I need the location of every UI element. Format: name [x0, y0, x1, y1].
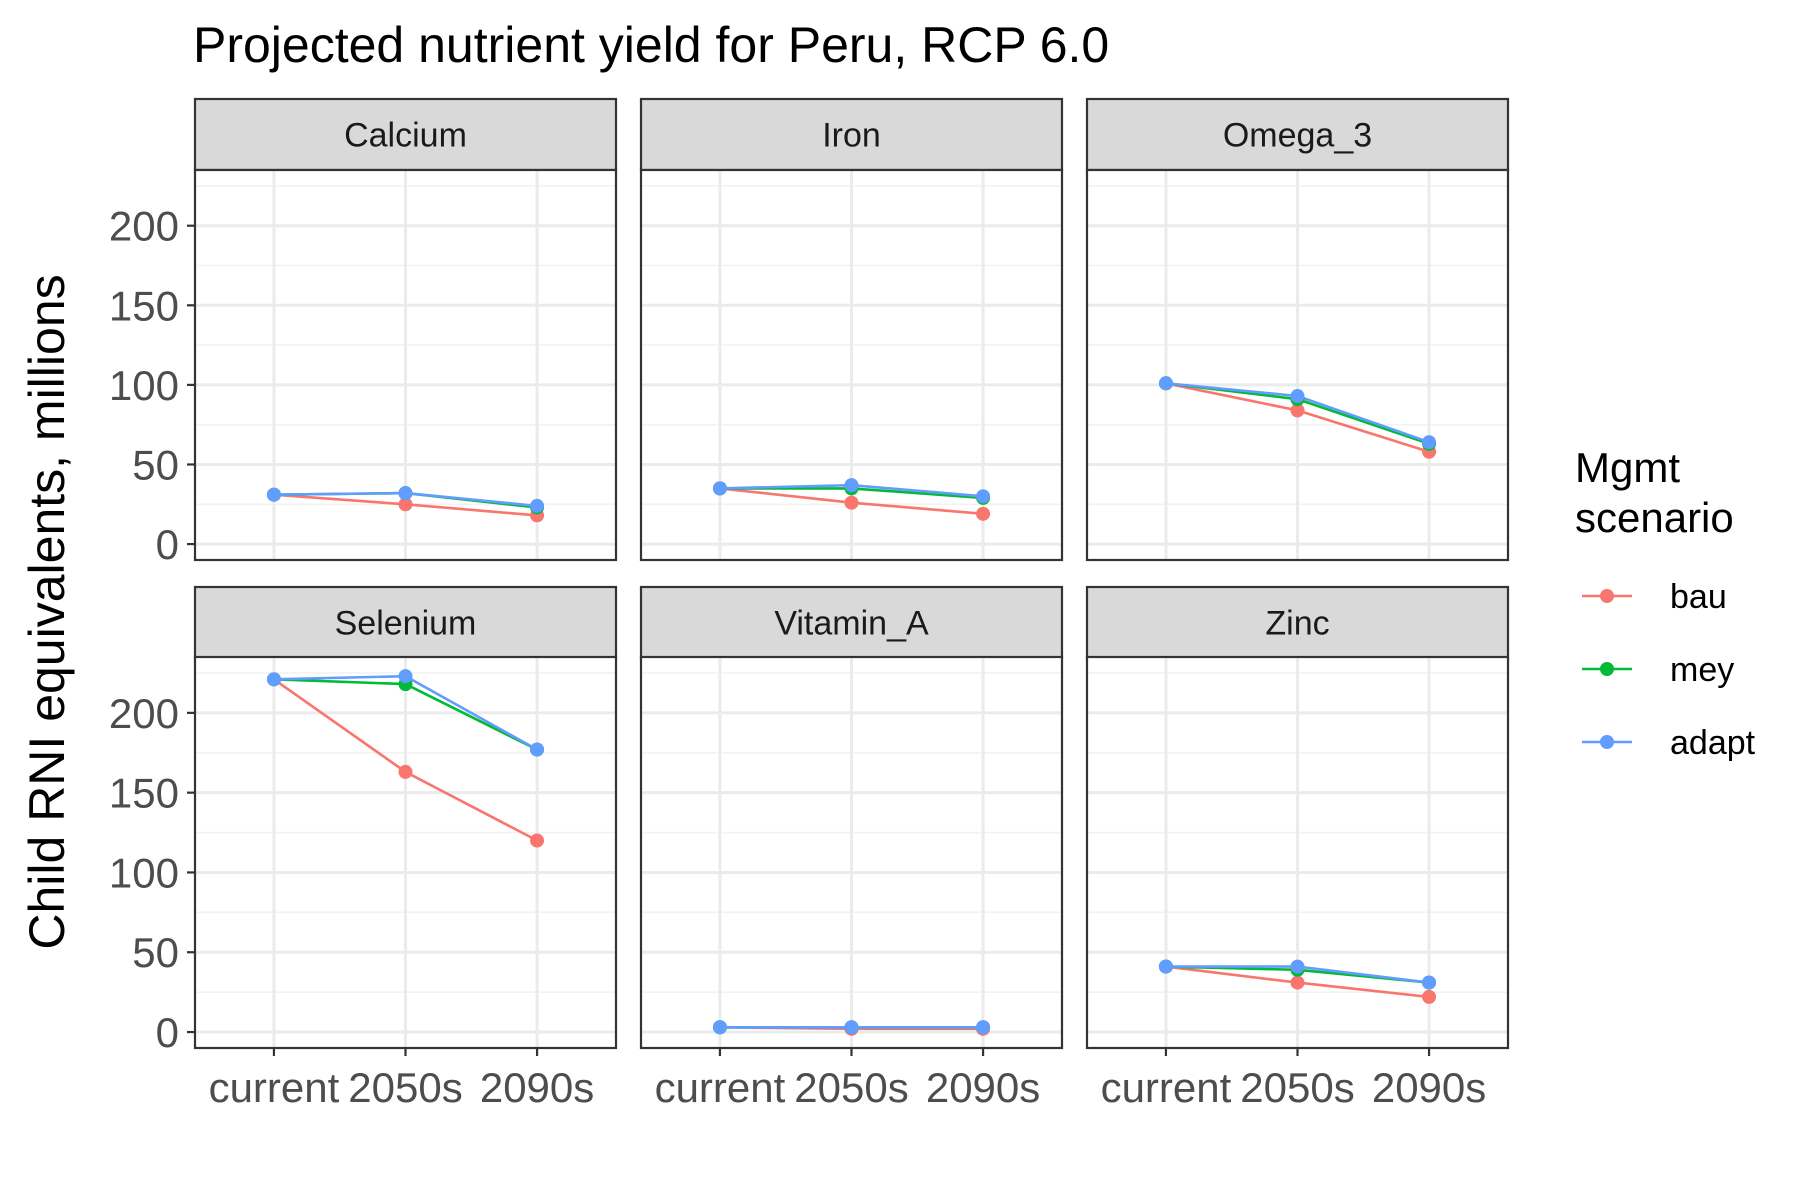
x-tick-label: current [655, 1064, 786, 1111]
legend-key-point [1600, 589, 1614, 603]
facet-panel-omega_3: Omega_3 [1085, 97, 1510, 562]
facet-strip-label: Iron [822, 117, 881, 155]
legend-key-point [1600, 662, 1614, 676]
x-tick-label: 2090s [926, 1064, 1040, 1111]
facet-panel-iron: Iron [639, 97, 1064, 562]
x-tick-label: 2090s [480, 1064, 594, 1111]
facet-panel-calcium: Calcium 0 50 100 150 200 [109, 97, 618, 568]
x-tick-label: current [1101, 1064, 1232, 1111]
facet-strip [193, 585, 618, 660]
facet-strip [639, 585, 1064, 660]
data-point-adapt [1422, 975, 1437, 990]
data-point-adapt [398, 486, 413, 501]
data-point-bau [844, 495, 859, 510]
facet-strip-label: Calcium [344, 117, 467, 155]
facet-strip-label: Omega_3 [1223, 117, 1372, 155]
facet-panels: Calcium 0 50 100 150 200 Iron Omega_3 Selenium 0 5… [109, 97, 1510, 1111]
data-point-adapt [712, 1020, 727, 1035]
y-tick-label: 50 [132, 929, 179, 976]
legend-title: scenario [1575, 494, 1734, 541]
data-point-adapt [1422, 435, 1437, 450]
legend-key-point [1600, 735, 1614, 749]
legend-title: Mgmt [1575, 444, 1680, 491]
legend-label: adapt [1670, 724, 1756, 762]
data-point-adapt [1158, 376, 1173, 391]
x-tick-label: current [209, 1064, 340, 1111]
legend-item-mey: mey [1582, 651, 1734, 689]
data-point-adapt [1158, 959, 1173, 974]
facet-panel-selenium: Selenium 0 50 100 150 200 current 2050s 2090s [109, 585, 618, 1111]
legend-label: bau [1670, 578, 1727, 616]
data-point-adapt [266, 487, 281, 502]
facet-strip [639, 97, 1064, 172]
x-tick-label: 2050s [348, 1064, 462, 1111]
y-tick-label: 150 [109, 770, 179, 817]
data-point-adapt [1290, 389, 1305, 404]
y-tick-label: 100 [109, 849, 179, 896]
facet-strip-label: Selenium [335, 605, 477, 643]
x-tick-label: 2090s [1372, 1064, 1486, 1111]
data-point-bau [1290, 403, 1305, 418]
facet-strip-label: Vitamin_A [774, 605, 929, 643]
facet-strip [1085, 97, 1510, 172]
legend-label: mey [1670, 651, 1734, 689]
data-point-adapt [530, 498, 545, 513]
data-point-adapt [530, 742, 545, 757]
data-point-bau [1422, 989, 1437, 1004]
data-point-bau [398, 764, 413, 779]
data-point-adapt [398, 669, 413, 684]
y-tick-label: 0 [156, 1009, 179, 1056]
y-axis-label: Child RNI equivalents, millions [19, 274, 75, 949]
legend-item-adapt: adapt [1582, 724, 1756, 762]
data-point-bau [398, 497, 413, 512]
facet-strip [193, 97, 618, 172]
y-tick-label: 200 [109, 690, 179, 737]
x-tick-label: 2050s [1240, 1064, 1354, 1111]
y-tick-label: 0 [156, 521, 179, 568]
data-point-bau [530, 833, 545, 848]
y-tick-label: 200 [109, 203, 179, 250]
facet-strip [1085, 585, 1510, 660]
data-point-adapt [844, 1020, 859, 1035]
x-tick-label: 2050s [794, 1064, 908, 1111]
facet-strip-label: Zinc [1265, 605, 1329, 643]
chart-title: Projected nutrient yield for Peru, RCP 6… [193, 17, 1109, 73]
panel-border [1085, 168, 1510, 562]
legend-item-bau: bau [1582, 578, 1727, 616]
data-point-bau [1290, 975, 1305, 990]
data-point-adapt [976, 1020, 991, 1035]
y-tick-label: 100 [109, 362, 179, 409]
data-point-adapt [976, 489, 991, 504]
facet-panel-zinc: Zinc current 2050s 2090s [1085, 585, 1510, 1111]
y-tick-label: 50 [132, 441, 179, 488]
y-tick-label: 150 [109, 282, 179, 329]
data-point-adapt [844, 478, 859, 493]
data-point-adapt [1290, 959, 1305, 974]
panel-border [639, 168, 1064, 562]
data-point-adapt [266, 672, 281, 687]
panel-border [193, 168, 618, 562]
data-point-adapt [712, 481, 727, 496]
data-point-bau [976, 506, 991, 521]
